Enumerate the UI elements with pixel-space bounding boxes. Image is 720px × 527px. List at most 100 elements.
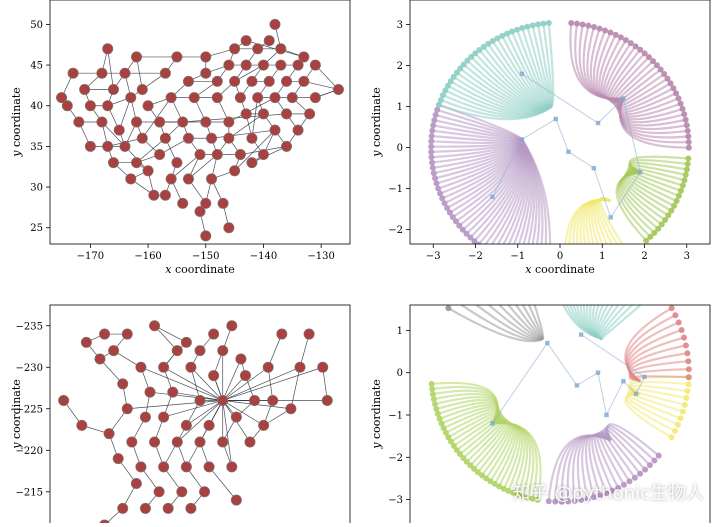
graph-node [263, 75, 275, 87]
graph-edge [154, 325, 187, 343]
graph-edge [177, 400, 223, 443]
perimeter-node [429, 164, 436, 171]
graph-node [194, 149, 206, 161]
graph-node [246, 157, 258, 169]
graph-node [153, 486, 165, 498]
graph-node [158, 361, 170, 373]
perimeter-node [495, 257, 501, 263]
graph-node [240, 59, 252, 71]
graph-node [285, 403, 297, 415]
perimeter-node [445, 434, 452, 441]
graph-node [298, 75, 310, 87]
graph-node [246, 75, 258, 87]
perimeter-node [437, 96, 444, 103]
graph-edge [99, 358, 123, 385]
y-tick-label: −220 [16, 446, 43, 457]
perimeter-node [434, 410, 441, 417]
perimeter-node [519, 493, 526, 500]
perimeter-node [480, 245, 486, 251]
hub-edge [635, 376, 645, 395]
watermark: 知乎 @pythonic生物人 [512, 483, 704, 504]
graph-node [303, 328, 315, 340]
graph-node [121, 403, 133, 415]
perimeter-node [685, 358, 692, 365]
graph-edge [101, 121, 126, 147]
hive-edge [628, 375, 689, 383]
x-tick-label: −1 [510, 251, 525, 262]
perimeter-node [597, 492, 604, 499]
graph-node [217, 197, 229, 209]
graph-node [304, 108, 316, 120]
perimeter-node [519, 25, 526, 32]
perimeter-node [499, 256, 505, 262]
x-tick-label: −130 [307, 251, 334, 262]
graph-node [292, 59, 304, 71]
perimeter-node [607, 29, 614, 36]
perimeter-node [431, 117, 438, 124]
graph-node [180, 461, 192, 473]
hub-edge [491, 139, 523, 198]
perimeter-node [681, 334, 688, 341]
hub-node [566, 149, 571, 154]
hub-edge [622, 98, 641, 173]
perimeter-node [585, 22, 592, 29]
x-tick-label: −3 [426, 251, 441, 262]
perimeter-node [459, 226, 466, 233]
graph-edge [118, 97, 132, 131]
graph-node [61, 100, 73, 112]
graph-node [171, 51, 183, 63]
graph-node [240, 108, 252, 120]
y-axis-label: y coordinate [370, 87, 383, 158]
graph-node [162, 502, 174, 514]
perimeter-node [685, 381, 692, 388]
y-axis-label: y coordinate [10, 379, 23, 450]
perimeter-node [429, 386, 436, 393]
perimeter-node [590, 494, 597, 501]
graph-node [211, 92, 223, 104]
perimeter-node [514, 491, 521, 498]
y-tick-label: 25 [30, 223, 43, 234]
graph-edge [163, 366, 223, 401]
perimeter-node [629, 262, 635, 268]
graph-node [84, 140, 96, 152]
x-axis-label-var: x [525, 263, 535, 276]
graph-edge [211, 129, 276, 139]
perimeter-node [460, 454, 467, 461]
panel-bottom-left-network [58, 320, 333, 525]
perimeter-node [433, 180, 440, 187]
perimeter-node [483, 475, 490, 482]
hub-edge [555, 118, 569, 152]
graph-edge [222, 375, 246, 401]
perimeter-node [447, 78, 454, 85]
graph-node [112, 453, 124, 465]
perimeter-node [435, 101, 442, 108]
perimeter-node [504, 30, 511, 37]
graph-node [208, 370, 220, 382]
perimeter-node [609, 487, 616, 494]
y-tick-label: −230 [16, 363, 43, 374]
perimeter-node [428, 143, 435, 150]
y-tick-label: −3 [388, 495, 403, 506]
graph-node [182, 173, 194, 185]
perimeter-node [602, 262, 608, 268]
perimeter-node [679, 182, 686, 189]
y-tick-label: 40 [30, 101, 43, 112]
graph-node [200, 116, 212, 128]
graph-edge [222, 366, 269, 401]
hive-edge [600, 305, 643, 341]
graph-node [171, 436, 183, 448]
hub-edge [521, 118, 557, 140]
hub-node [578, 332, 584, 337]
graph-node [275, 59, 287, 71]
graph-node [185, 361, 197, 373]
hub-node [545, 340, 550, 346]
perimeter-node [440, 92, 447, 99]
graph-node [56, 92, 68, 104]
perimeter-node [655, 452, 662, 459]
graph-node [321, 394, 333, 406]
perimeter-node [529, 495, 536, 502]
hub-node [638, 170, 643, 175]
graph-node [199, 486, 211, 498]
perimeter-node [643, 237, 650, 244]
x-tick-label: −170 [77, 251, 104, 262]
